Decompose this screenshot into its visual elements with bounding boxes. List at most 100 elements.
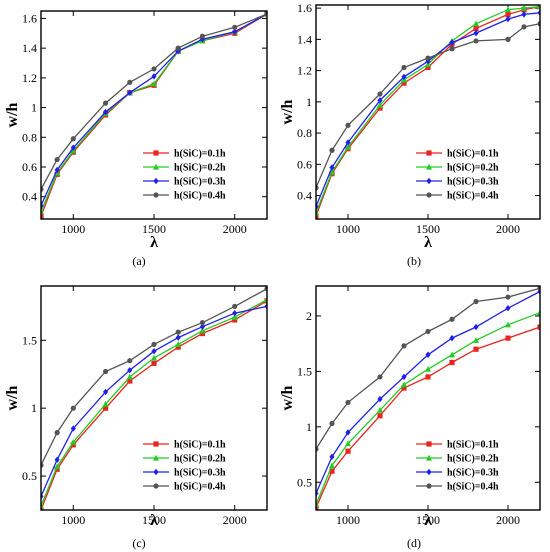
data-point — [521, 24, 527, 30]
data-point — [232, 317, 238, 323]
y-tick-label: 1 — [31, 401, 37, 415]
data-point — [41, 208, 44, 215]
plot-frame — [315, 285, 541, 511]
legend-marker — [426, 441, 432, 447]
data-point — [377, 395, 383, 403]
data-point — [151, 66, 157, 72]
legend-entry: h(SiC)=0.4h — [174, 482, 226, 493]
legend-marker — [153, 192, 159, 198]
legend-entry: h(SiC)=0.1h — [174, 149, 226, 160]
legend-entry: h(SiC)=0.4h — [447, 191, 499, 202]
legend-marker — [153, 468, 159, 476]
data-point — [199, 33, 206, 39]
data-point — [70, 136, 76, 142]
data-point — [521, 5, 527, 11]
data-point — [473, 25, 479, 32]
y-tick-label: 1.5 — [297, 364, 312, 378]
data-point — [521, 11, 527, 18]
data-point — [449, 39, 455, 46]
x-axis-label: λ — [424, 512, 432, 529]
data-point — [127, 358, 133, 364]
data-point — [401, 343, 407, 349]
data-point — [102, 108, 109, 116]
chart-panel-b: 1000 1500 2000 0.4 0.6 0.8 1 1.2 1.4 1.6 h(SiC)=0.… — [279, 1, 541, 268]
series-line-2 — [41, 299, 267, 507]
data-point — [505, 321, 511, 328]
data-point — [151, 80, 157, 87]
data-point — [449, 359, 455, 366]
data-point — [151, 73, 157, 80]
data-point — [231, 314, 238, 320]
y-axis-label: w/h — [279, 99, 296, 124]
series-line-3 — [41, 13, 267, 206]
data-point — [449, 351, 455, 358]
x-tick-label: 1000 — [336, 513, 360, 527]
data-point — [41, 502, 44, 509]
data-point — [329, 453, 335, 460]
data-point — [316, 505, 319, 510]
data-point — [473, 20, 479, 27]
series-line-3 — [316, 12, 540, 207]
x-tick-label: 2000 — [223, 513, 247, 527]
data-point — [401, 80, 407, 86]
data-point — [473, 323, 479, 331]
x-tick-label: 1000 — [61, 222, 85, 236]
data-point — [473, 346, 479, 352]
series-line-4 — [316, 287, 540, 450]
legend-entry: h(SiC)=0.2h — [447, 163, 499, 174]
data-point — [377, 91, 383, 97]
data-point — [449, 334, 455, 342]
x-tick-label: 2000 — [496, 513, 520, 527]
y-tick-label: 0.5 — [297, 475, 312, 489]
data-point — [425, 351, 431, 358]
legend-marker — [426, 150, 432, 156]
legend-entry: h(SiC)=0.1h — [447, 440, 499, 451]
data-point — [425, 328, 431, 335]
data-point — [345, 448, 351, 454]
data-point — [175, 341, 182, 347]
series-group — [41, 286, 267, 510]
y-tick-label: 0.4 — [297, 189, 312, 203]
data-point — [329, 420, 335, 427]
data-point — [473, 38, 479, 44]
data-point — [377, 413, 383, 419]
legend-marker — [153, 454, 159, 461]
data-point — [345, 429, 351, 436]
series-group — [41, 11, 267, 219]
data-point — [54, 156, 60, 163]
data-point — [232, 28, 238, 35]
data-point — [102, 400, 109, 407]
data-point — [505, 36, 511, 42]
data-point — [70, 438, 77, 445]
data-point — [175, 334, 181, 341]
data-point — [401, 73, 407, 81]
plot-frame — [315, 4, 541, 220]
y-tick-label: 0.4 — [22, 190, 37, 204]
data-point — [127, 79, 133, 85]
data-point — [505, 11, 511, 17]
data-point — [377, 97, 383, 104]
data-point — [505, 304, 511, 312]
data-point — [175, 329, 181, 335]
x-axis-label: λ — [150, 234, 158, 251]
data-point — [41, 213, 44, 219]
legend-marker — [426, 177, 432, 185]
data-point — [329, 164, 335, 171]
series-line-4 — [316, 23, 540, 189]
chart-panel-c: 1000 1500 2000 0.5 1 1.5 h(SiC)=0.1h h(SiC)=0.2… — [4, 285, 268, 550]
y-tick-label: 1.6 — [297, 1, 312, 15]
data-point — [199, 320, 206, 326]
data-point — [199, 330, 206, 337]
data-point — [70, 144, 76, 151]
panel-caption: (c) — [132, 536, 145, 550]
data-point — [505, 335, 511, 341]
data-point — [345, 143, 351, 150]
data-point — [377, 101, 383, 108]
y-tick-label: 1.2 — [22, 71, 37, 85]
data-point — [401, 373, 407, 381]
x-tick-label: 1500 — [142, 513, 166, 527]
data-point — [345, 440, 351, 447]
y-tick-label: 0.8 — [297, 126, 312, 140]
y-tick-label: 1 — [306, 420, 312, 434]
legend-entry: h(SiC)=0.1h — [174, 440, 226, 451]
